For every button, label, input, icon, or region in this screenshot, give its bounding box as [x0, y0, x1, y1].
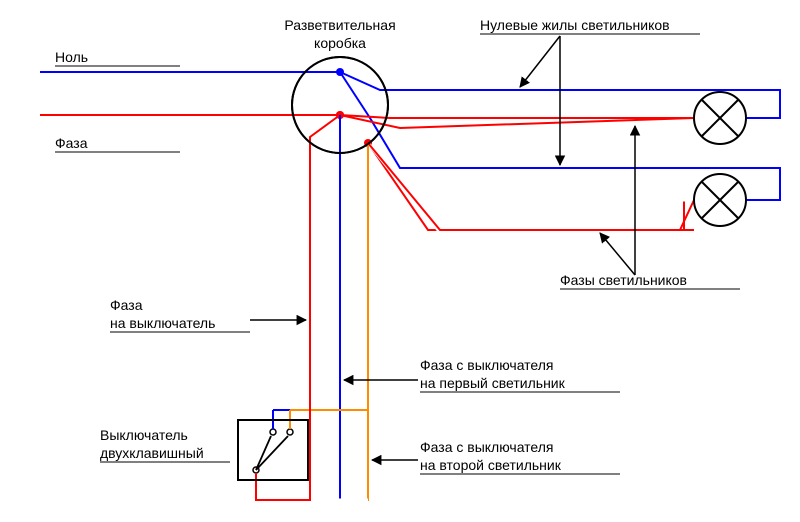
label-phase-to-sw-1: Фаза [110, 297, 143, 313]
label-sw2-2: на второй светильник [420, 457, 562, 473]
label-junction-2: коробка [314, 35, 366, 51]
label-junction-1: Разветвительная [284, 17, 395, 33]
label-phase: Фаза [55, 135, 88, 151]
label-neutral-cores: Нулевые жилы светильников [480, 17, 670, 33]
label-sw2-1: Фаза с выключателя [420, 439, 554, 455]
label-sw1-2: на первый светильник [420, 375, 566, 391]
label-phase-to-sw-2: на выключатель [110, 315, 215, 331]
label-phase-cores: Фазы светильников [560, 272, 687, 288]
wiring-diagram: Ноль Фаза Разветвительная коробка Нулевые жи… [0, 0, 800, 522]
phase-lamp2-wire [368, 143, 694, 230]
phase-lamp1-wire [340, 115, 694, 128]
label-switch-2: двухклавишный [100, 445, 204, 461]
label-switch-1: Выключатель [100, 427, 188, 443]
label-null: Ноль [55, 49, 88, 65]
label-sw1-1: Фаза с выключателя [420, 357, 554, 373]
